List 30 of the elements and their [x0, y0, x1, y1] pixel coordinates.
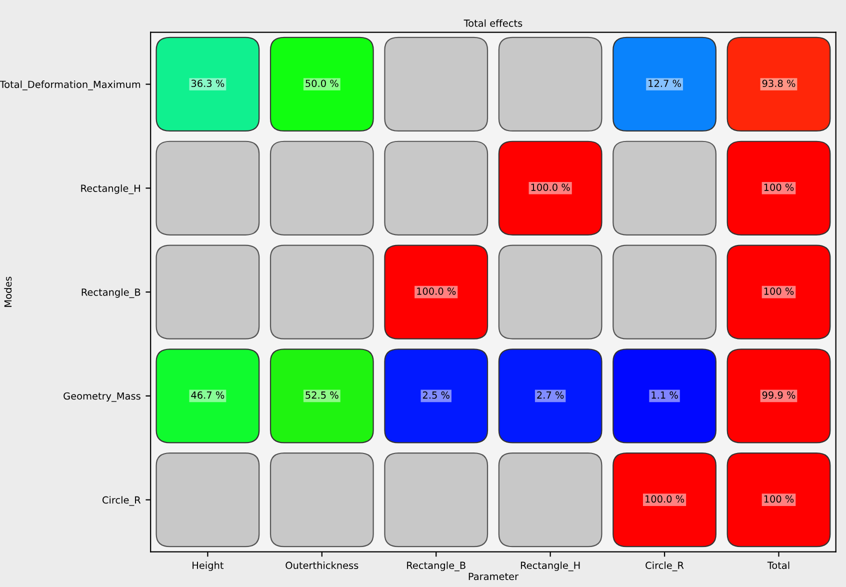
data-label: 2.5 %: [422, 391, 450, 399]
data-label: 12.7 %: [648, 80, 681, 88]
data-label: 99.9 %: [762, 391, 796, 399]
data-label: 1.1 %: [652, 391, 678, 399]
data-label: 46.7 %: [191, 391, 224, 399]
data-label: 36.3 %: [191, 80, 224, 88]
y-tick-label: Total_Deformation_Maximum: [0, 80, 140, 90]
x-tick-label: Rectangle_B: [407, 562, 466, 572]
y-axis-title: Modes: [4, 276, 12, 307]
data-label: 100.0 %: [531, 184, 570, 191]
data-label: 100 %: [764, 288, 794, 295]
y-tick-label: Geometry_Mass: [64, 392, 140, 402]
data-label: 52.5 %: [306, 391, 338, 399]
x-tick-label: Height: [192, 562, 224, 571]
data-label: 100 %: [764, 184, 794, 191]
data-label: 50.0 %: [306, 80, 338, 88]
y-tick-label: Rectangle_H: [81, 184, 140, 194]
x-axis-title: Parameter: [468, 572, 519, 580]
x-tick-label: Outerthickness: [286, 562, 358, 570]
data-label: 2.7 %: [537, 391, 564, 399]
x-tick-label: Total: [767, 562, 790, 570]
data-label: 100 %: [764, 495, 794, 503]
y-tick-label: Circle_R: [102, 496, 141, 506]
data-label: 100.0 %: [646, 495, 684, 503]
data-label: 93.8 %: [762, 80, 796, 88]
data-label: 100.0 %: [417, 288, 456, 295]
y-tick-label: Rectangle_B: [82, 288, 140, 298]
x-tick-label: Rectangle_H: [520, 562, 580, 572]
x-tick-label: Circle_R: [646, 562, 684, 572]
chart-title: Total effects: [464, 19, 522, 27]
